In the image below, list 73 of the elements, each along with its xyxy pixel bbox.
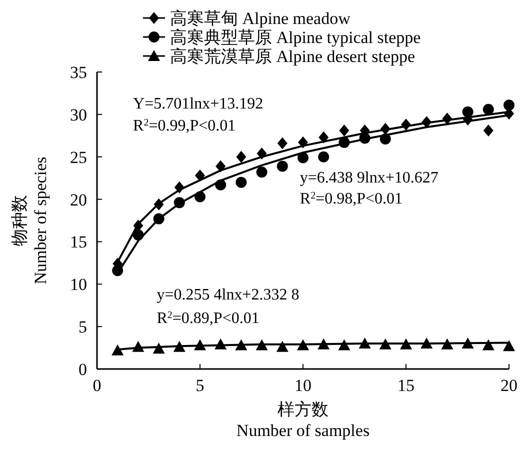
point	[256, 339, 268, 350]
point	[482, 104, 494, 115]
point	[420, 338, 433, 349]
point	[112, 344, 124, 356]
x-tick-label: 5	[196, 376, 204, 395]
point	[132, 229, 144, 240]
y-tick-label: 15	[70, 232, 87, 252]
x-tick-label: 0	[92, 376, 102, 395]
point	[401, 118, 411, 131]
point	[338, 136, 350, 148]
point	[277, 137, 288, 150]
y-tick-label: 10	[70, 275, 87, 294]
x-tick-label: 15	[398, 376, 414, 395]
point	[132, 340, 144, 352]
point	[379, 338, 392, 350]
y-tick-label: 30	[70, 105, 87, 124]
point	[153, 213, 164, 224]
point	[194, 191, 206, 202]
point	[298, 152, 308, 164]
point	[174, 181, 184, 194]
legend-label: 高寒典型草原 Alpine typical steppe	[170, 28, 421, 47]
x-tick-label: 20	[500, 376, 518, 395]
point	[235, 339, 248, 350]
annotation: R$^{2}$=0.89,P<0.01	[156, 310, 260, 328]
annotation: R$^{2}$=0.99,P<0.01	[133, 117, 236, 135]
point	[380, 122, 390, 135]
y-tick-label: 25	[70, 148, 87, 167]
point	[256, 147, 267, 160]
point	[236, 176, 247, 188]
point	[215, 179, 226, 190]
point	[216, 160, 226, 172]
point	[154, 198, 164, 210]
point	[194, 339, 206, 350]
point	[338, 339, 350, 350]
point	[318, 338, 330, 350]
y-tick-label: 35	[70, 63, 87, 82]
point	[503, 340, 515, 352]
legend-label: 高寒荒漠草原 Alpine desert steppe	[170, 47, 416, 66]
point	[298, 136, 308, 148]
y-tick-label: 0	[78, 360, 87, 379]
point	[276, 160, 288, 172]
annotation: Y=5.701lnx+13.192	[133, 95, 264, 112]
point	[482, 339, 494, 350]
point	[462, 338, 474, 349]
x-tick-label: 10	[294, 376, 312, 395]
annotation: R$^{2}$=0.98,P<0.01	[300, 190, 403, 208]
point	[276, 340, 288, 352]
point	[400, 338, 412, 350]
point	[441, 338, 454, 350]
x-axis-title: 样方数 Number of samples	[236, 400, 370, 440]
point	[504, 100, 514, 111]
y-axis-title: 物种数 Number of species	[10, 156, 50, 284]
point	[174, 197, 185, 208]
y-tick-label: 5	[78, 318, 87, 337]
point	[339, 124, 350, 137]
y-tick-label: 20	[70, 190, 87, 210]
annotation: y=6.438 9lnx+10.627	[300, 169, 438, 186]
point	[483, 124, 494, 137]
point	[358, 338, 371, 349]
point	[380, 134, 391, 145]
annotation: y=0.255 4lnx+2.332 8	[156, 286, 300, 304]
point	[256, 166, 268, 178]
point	[195, 170, 205, 182]
point	[214, 338, 227, 350]
point	[422, 116, 432, 128]
point	[297, 339, 309, 350]
legend-label: 高寒草甸 Alpine meadow	[170, 9, 352, 28]
point	[318, 131, 329, 144]
point	[236, 150, 246, 163]
point	[442, 112, 452, 125]
point	[173, 340, 186, 352]
point	[152, 342, 165, 354]
point	[318, 151, 330, 162]
